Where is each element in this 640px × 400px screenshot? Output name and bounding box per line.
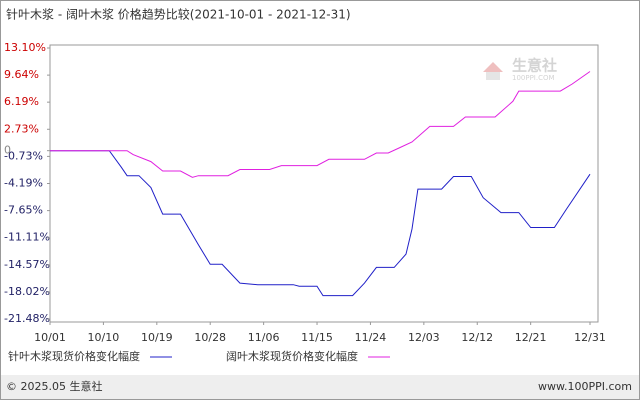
x-tick-label: 12/03	[408, 331, 440, 344]
y-tick-label: -0.73%	[4, 149, 43, 162]
legend-label: 阔叶木浆现货价格变化幅度	[226, 349, 358, 363]
watermark: 生意社 100PPI.COM	[483, 57, 557, 82]
footer-left: © 2025.05 生意社	[6, 379, 102, 393]
y-tick-label: -21.48%	[4, 312, 50, 325]
y-tick-label: -18.02%	[4, 285, 50, 298]
x-tick-label: 10/19	[141, 331, 173, 344]
x-tick-label: 10/10	[88, 331, 120, 344]
x-tick-label: 11/15	[301, 331, 333, 344]
footer-bar	[1, 375, 639, 399]
x-tick-label: 12/31	[574, 331, 606, 344]
series-line	[50, 71, 591, 178]
y-tick-label: -14.57%	[4, 258, 50, 271]
x-tick-label: 11/06	[248, 331, 280, 344]
chart-title: 针叶木浆 - 阔叶木浆 价格趋势比较(2021-10-01 - 2021-12-…	[6, 7, 351, 22]
y-tick-label: -11.11%	[4, 231, 50, 244]
y-tick-label: -4.19%	[4, 177, 43, 190]
y-tick-label: 13.10%	[4, 41, 46, 54]
x-tick-label: 10/01	[34, 331, 66, 344]
watermark-text: 生意社	[512, 57, 557, 75]
y-tick-label: -7.65%	[4, 204, 43, 217]
x-tick-label: 12/21	[515, 331, 547, 344]
legend-label: 针叶木浆现货价格变化幅度	[8, 349, 140, 363]
watermark-text: 100PPI.COM	[512, 74, 555, 82]
y-tick-label: 6.19%	[4, 95, 39, 108]
footer-right: www.100PPI.com	[538, 380, 632, 393]
plot-frame	[49, 44, 599, 323]
y-tick-label: 0	[4, 144, 11, 157]
watermark-icon	[486, 72, 500, 80]
watermark-icon	[483, 62, 503, 72]
x-tick-label: 12/12	[461, 331, 493, 344]
y-tick-label: 2.73%	[4, 122, 39, 135]
y-tick-label: 9.64%	[4, 68, 39, 81]
x-tick-label: 10/28	[194, 331, 226, 344]
series-line	[50, 150, 591, 297]
x-tick-label: 11/24	[355, 331, 387, 344]
